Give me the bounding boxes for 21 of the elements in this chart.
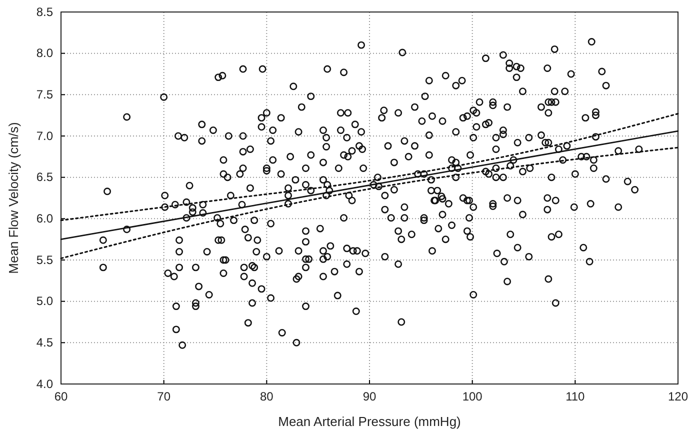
y-tick-label: 4.0 <box>36 376 54 391</box>
x-tick-label: 70 <box>157 390 171 404</box>
x-tick-label: 60 <box>54 390 68 404</box>
x-axis-title: Mean Arterial Pressure (mmHg) <box>278 414 461 429</box>
line-series <box>60 146 679 260</box>
line-series <box>60 112 679 222</box>
y-tick-label: 7.0 <box>36 128 54 143</box>
y-tick-label: 6.5 <box>36 170 54 184</box>
y-tick-label: 8.5 <box>36 4 54 19</box>
x-tick-label: 90 <box>362 390 376 404</box>
y-tick-label: 5.0 <box>36 294 54 308</box>
x-tick-label: 80 <box>260 390 274 404</box>
y-tick-label: 4.5 <box>36 336 54 350</box>
y-tick-label: 8.0 <box>36 46 54 60</box>
y-axis-title: Mean Flow Velocity (cm/s) <box>6 122 21 274</box>
y-tick-label: 6.0 <box>36 212 54 226</box>
x-tick-label: 110 <box>566 390 586 404</box>
x-tick-label: 120 <box>668 390 688 404</box>
y-tick-label: 5.5 <box>36 252 54 267</box>
y-tick-label: 7.5 <box>36 88 54 102</box>
x-tick-label: 100 <box>462 390 483 404</box>
